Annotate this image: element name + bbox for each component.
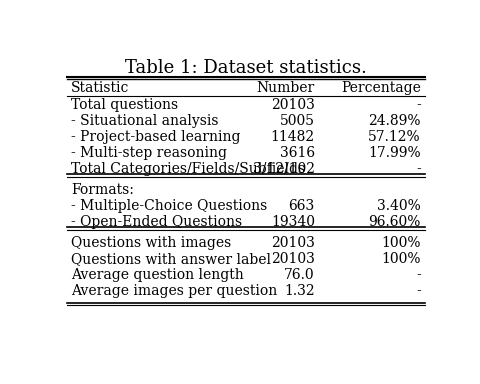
Text: 20103: 20103 bbox=[271, 98, 315, 112]
Text: - Multiple-Choice Questions: - Multiple-Choice Questions bbox=[71, 199, 267, 213]
Text: -: - bbox=[416, 268, 421, 282]
Text: Percentage: Percentage bbox=[341, 81, 421, 95]
Text: Average images per question: Average images per question bbox=[71, 284, 277, 298]
Text: 100%: 100% bbox=[381, 252, 421, 266]
Text: Questions with answer label: Questions with answer label bbox=[71, 252, 271, 266]
Text: 3/12/102: 3/12/102 bbox=[253, 162, 315, 176]
Text: 20103: 20103 bbox=[271, 236, 315, 250]
Text: 96.60%: 96.60% bbox=[369, 215, 421, 229]
Text: - Open-Ended Questions: - Open-Ended Questions bbox=[71, 215, 242, 229]
Text: 11482: 11482 bbox=[271, 130, 315, 144]
Text: 3616: 3616 bbox=[280, 146, 315, 160]
Text: Average question length: Average question length bbox=[71, 268, 244, 282]
Text: 663: 663 bbox=[288, 199, 315, 213]
Text: 76.0: 76.0 bbox=[284, 268, 315, 282]
Text: 20103: 20103 bbox=[271, 252, 315, 266]
Text: Questions with images: Questions with images bbox=[71, 236, 231, 250]
Text: - Multi-step reasoning: - Multi-step reasoning bbox=[71, 146, 227, 160]
Text: 24.89%: 24.89% bbox=[368, 114, 421, 128]
Text: Total Categories/Fields/Subfields: Total Categories/Fields/Subfields bbox=[71, 162, 305, 176]
Text: 19340: 19340 bbox=[271, 215, 315, 229]
Text: -: - bbox=[416, 98, 421, 112]
Text: Total questions: Total questions bbox=[71, 98, 178, 112]
Text: Table 1: Dataset statistics.: Table 1: Dataset statistics. bbox=[125, 60, 367, 78]
Text: 17.99%: 17.99% bbox=[368, 146, 421, 160]
Text: Statistic: Statistic bbox=[71, 81, 130, 95]
Text: -: - bbox=[416, 162, 421, 176]
Text: 57.12%: 57.12% bbox=[368, 130, 421, 144]
Text: -: - bbox=[416, 284, 421, 298]
Text: 100%: 100% bbox=[381, 236, 421, 250]
Text: Number: Number bbox=[257, 81, 315, 95]
Text: 1.32: 1.32 bbox=[284, 284, 315, 298]
Text: - Situational analysis: - Situational analysis bbox=[71, 114, 219, 128]
Text: 5005: 5005 bbox=[280, 114, 315, 128]
Text: 3.40%: 3.40% bbox=[377, 199, 421, 213]
Text: - Project-based learning: - Project-based learning bbox=[71, 130, 240, 144]
Text: Formats:: Formats: bbox=[71, 183, 134, 197]
